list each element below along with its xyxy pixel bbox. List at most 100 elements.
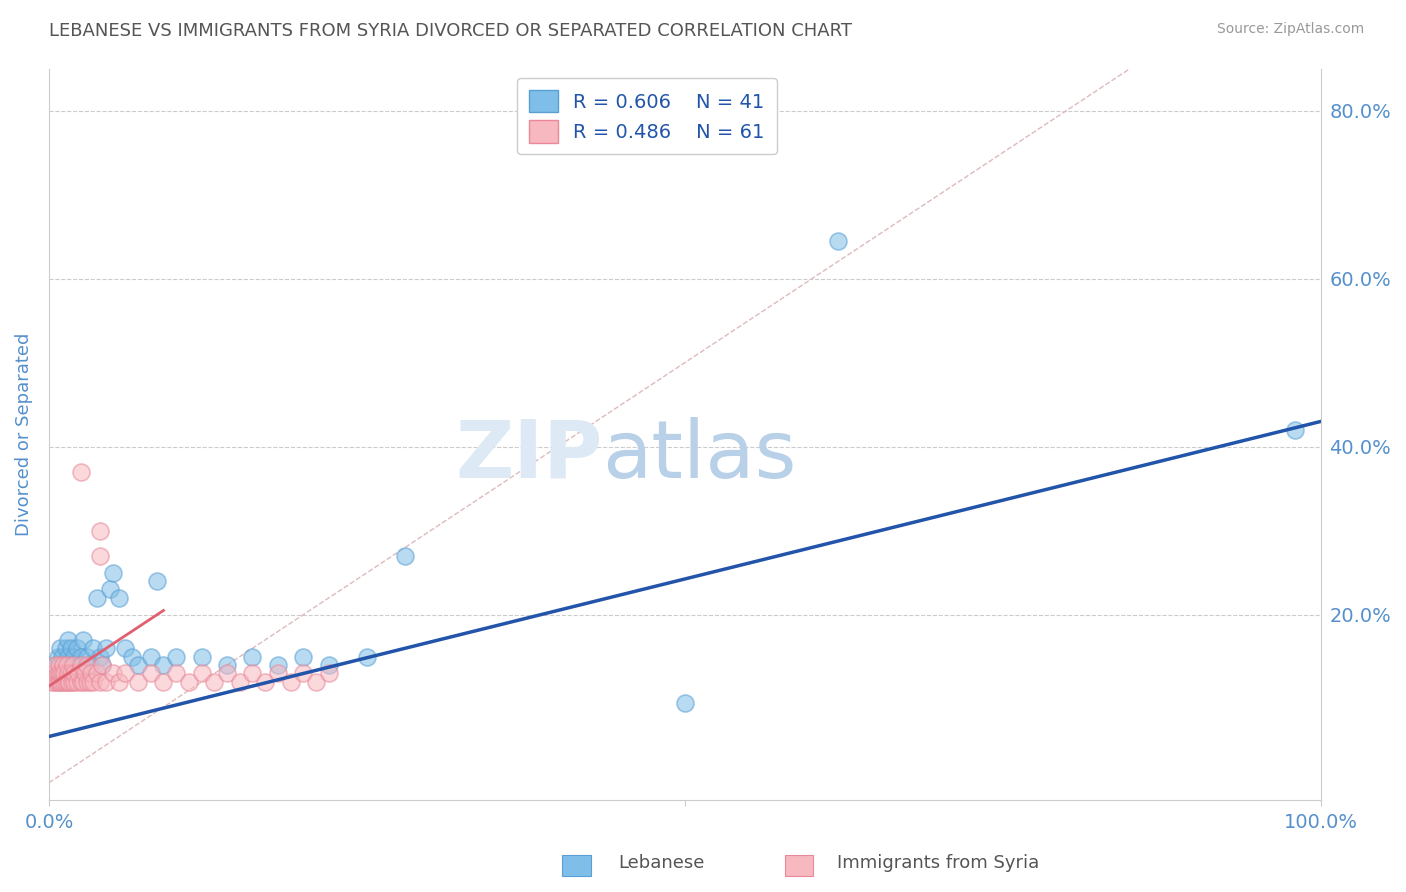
Point: [56, 632, 79, 647]
Point: [79, 658, 101, 673]
Point: [356, 649, 378, 664]
Point: [101, 666, 124, 681]
Point: [52, 658, 75, 673]
Point: [67, 666, 90, 681]
Legend: R = 0.606    N = 41, R = 0.486    N = 61: R = 0.606 N = 41, R = 0.486 N = 61: [517, 78, 776, 154]
Point: [394, 549, 416, 563]
Point: [76, 658, 98, 673]
Point: [108, 674, 131, 689]
Point: [76, 649, 98, 664]
Point: [114, 666, 136, 681]
Point: [59, 666, 82, 681]
Point: [101, 566, 124, 580]
Point: [60, 674, 83, 689]
Point: [69, 649, 91, 664]
Point: [63, 666, 86, 681]
Point: [1284, 423, 1306, 437]
Point: [58, 674, 80, 689]
Point: [55, 674, 77, 689]
Point: [318, 658, 340, 673]
Point: [44, 658, 66, 673]
Point: [80, 666, 103, 681]
Point: [46, 666, 69, 681]
Point: [53, 674, 76, 689]
Point: [66, 641, 89, 656]
Point: [49, 666, 72, 681]
Point: [82, 641, 104, 656]
Point: [202, 674, 225, 689]
Point: [305, 674, 328, 689]
Point: [53, 658, 76, 673]
Point: [267, 658, 290, 673]
Point: [242, 649, 264, 664]
Point: [69, 658, 91, 673]
Text: Immigrants from Syria: Immigrants from Syria: [837, 855, 1039, 872]
Point: [59, 641, 82, 656]
Point: [56, 666, 79, 681]
Point: [177, 674, 200, 689]
Point: [45, 674, 67, 689]
Point: [139, 666, 162, 681]
Point: [86, 591, 108, 605]
Point: [72, 674, 94, 689]
Point: [66, 674, 89, 689]
Point: [114, 641, 136, 656]
Point: [53, 666, 76, 681]
Point: [76, 674, 98, 689]
Point: [165, 666, 187, 681]
Point: [56, 649, 79, 664]
Point: [41, 674, 63, 689]
Point: [46, 649, 69, 664]
Point: [108, 591, 131, 605]
Point: [91, 658, 114, 673]
Point: [69, 465, 91, 479]
Point: [89, 549, 111, 563]
Point: [229, 674, 252, 689]
Point: [254, 674, 277, 689]
Point: [49, 641, 72, 656]
Point: [96, 641, 118, 656]
Point: [152, 674, 174, 689]
Point: [139, 649, 162, 664]
Point: [98, 582, 121, 597]
Point: [127, 674, 149, 689]
Text: LEBANESE VS IMMIGRANTS FROM SYRIA DIVORCED OR SEPARATED CORRELATION CHART: LEBANESE VS IMMIGRANTS FROM SYRIA DIVORC…: [49, 22, 852, 40]
Point: [44, 658, 66, 673]
Point: [62, 658, 84, 673]
Point: [86, 666, 108, 681]
Point: [42, 666, 65, 681]
Point: [89, 524, 111, 538]
Point: [89, 649, 111, 664]
Point: [73, 666, 96, 681]
Point: [127, 658, 149, 673]
Point: [51, 666, 73, 681]
Point: [827, 234, 849, 248]
Point: [63, 649, 86, 664]
Point: [49, 674, 72, 689]
Point: [190, 666, 212, 681]
Text: ZIP: ZIP: [456, 417, 602, 495]
Point: [91, 658, 114, 673]
Point: [96, 674, 118, 689]
Point: [72, 632, 94, 647]
Point: [48, 658, 70, 673]
Point: [190, 649, 212, 664]
Point: [292, 649, 315, 664]
Point: [242, 666, 264, 681]
Point: [48, 674, 70, 689]
Point: [82, 674, 104, 689]
Point: [121, 649, 143, 664]
Point: [69, 674, 91, 689]
Point: [280, 674, 302, 689]
Point: [673, 696, 696, 710]
Point: [56, 674, 79, 689]
Point: [44, 666, 66, 681]
Point: [55, 658, 77, 673]
Point: [51, 674, 73, 689]
Text: Source: ZipAtlas.com: Source: ZipAtlas.com: [1216, 22, 1364, 37]
Text: atlas: atlas: [602, 417, 797, 495]
Text: Lebanese: Lebanese: [619, 855, 704, 872]
Point: [318, 666, 340, 681]
Point: [215, 666, 238, 681]
Point: [146, 574, 169, 588]
